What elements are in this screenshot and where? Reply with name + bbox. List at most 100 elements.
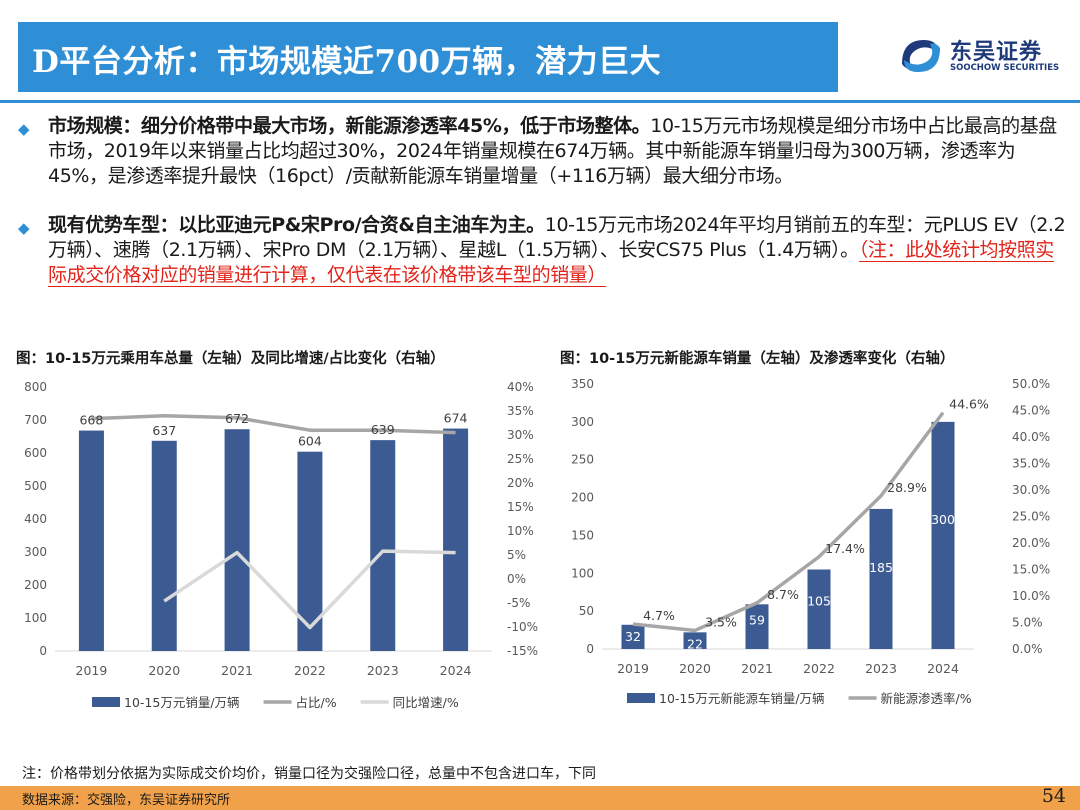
y2-axis-tick-label: 25.0% <box>1012 510 1050 524</box>
bar-data-label: 637 <box>152 423 176 438</box>
bar-data-label: 668 <box>79 413 103 428</box>
bar <box>224 429 250 651</box>
logo-mark-icon <box>902 40 940 72</box>
x-axis-tick-label: 2019 <box>76 663 108 678</box>
y2-axis-tick-label: 5% <box>507 548 526 562</box>
bar-data-label: 105 <box>807 593 831 608</box>
bar-data-label: 22 <box>687 636 703 651</box>
logo-name-cn: 东吴证券 <box>950 40 1043 65</box>
company-logo: 东吴证券 SOOCHOW SECURITIES <box>898 32 1068 80</box>
bullet-top-models: ◆ 现有优势车型：以比亚迪元P&宋Pro/合资&自主油车为主。10-15万元市场… <box>18 213 1068 288</box>
x-axis-tick-label: 2023 <box>865 661 897 676</box>
x-axis-tick-label: 2023 <box>367 663 399 678</box>
y-axis-tick-label: 500 <box>24 479 47 493</box>
legend-label: 同比增速/% <box>393 695 459 710</box>
title-banner <box>18 22 838 92</box>
bar-data-label: 639 <box>371 422 395 437</box>
bullet-body: 10-15万元市场2024年平均月销前五的车型：元PLUS EV（2.2万辆）、… <box>48 214 1066 261</box>
y2-axis-tick-label: 15.0% <box>1012 563 1050 577</box>
x-axis-tick-label: 2019 <box>617 661 649 676</box>
bar <box>621 624 645 649</box>
data-source: 数据来源：交强险，东吴证券研究所 <box>22 793 231 808</box>
x-axis-tick-label: 2020 <box>679 661 711 676</box>
bar <box>931 421 955 649</box>
legend-label: 10-15万元新能源车销量/万辆 <box>659 691 825 706</box>
y2-axis-tick-label: -15% <box>507 644 538 658</box>
y2-axis-tick-label: 20.0% <box>1012 536 1050 550</box>
series-line <box>163 549 456 630</box>
y-axis-tick-label: 200 <box>24 578 47 592</box>
diamond-bullet-icon: ◆ <box>18 219 30 237</box>
y-axis-tick-label: 800 <box>24 380 47 394</box>
legend-label: 占比/% <box>296 695 337 710</box>
bar <box>297 451 323 651</box>
header-divider <box>0 100 1080 103</box>
bullet-text: 现有优势车型：以比亚迪元P&宋Pro/合资&自主油车为主。10-15万元市场20… <box>48 213 1068 288</box>
bar-data-label: 674 <box>444 411 468 426</box>
logo-name-en: SOOCHOW SECURITIES <box>950 63 1060 73</box>
page-title: D平台分析：市场规模近700万辆，潜力巨大 <box>32 44 662 80</box>
bar <box>745 604 769 649</box>
y2-axis-tick-label: 20% <box>507 476 534 490</box>
legend-label: 10-15万元销量/万辆 <box>124 695 240 710</box>
y2-axis-tick-label: 30.0% <box>1012 483 1050 497</box>
bullet-body: 10-15万元市场规模是细分市场中占比最高的基盘市场，2019年以来销量占比均超… <box>48 115 1057 187</box>
y-axis-tick-label: 300 <box>571 415 594 429</box>
y2-axis-tick-label: 10.0% <box>1012 589 1050 603</box>
footer-bar <box>0 786 1080 810</box>
line-data-label: 28.9% <box>887 480 927 495</box>
bar-data-label: 32 <box>625 629 641 644</box>
legend-swatch-bar <box>92 697 120 707</box>
line-data-label: 3.5% <box>705 614 737 629</box>
y-axis-tick-label: 0 <box>39 644 47 658</box>
y-axis-tick-label: 300 <box>24 545 47 559</box>
x-axis-tick-label: 2022 <box>803 661 835 676</box>
y-axis-tick-label: 0 <box>586 642 594 656</box>
legend-label: 新能源渗透率/% <box>881 691 972 706</box>
bar-data-label: 604 <box>298 434 322 449</box>
bar <box>151 440 177 651</box>
y-axis-tick-label: 350 <box>571 377 594 391</box>
bar-data-label: 59 <box>749 612 765 627</box>
line-data-label: 17.4% <box>825 541 865 556</box>
page-number: 54 <box>1041 785 1066 807</box>
y2-axis-tick-label: 15% <box>507 500 534 514</box>
bar <box>78 430 104 651</box>
chart-1-title: 图：10-15万元乘用车总量（左轴）及同比增速/占比变化（右轴） <box>16 351 445 367</box>
bar-data-label: 672 <box>225 411 249 426</box>
y-axis-tick-label: 250 <box>571 453 594 467</box>
chart-2-title: 图：10-15万元新能源车销量（左轴）及渗透率变化（右轴） <box>560 351 955 367</box>
bullet-note: （注：此处统计均按照实际成交价格对应的销量进行计算，仅代表在该价格带该车型的销量… <box>48 239 1054 287</box>
series-line <box>91 414 456 435</box>
bar <box>443 428 469 651</box>
chart-nev-sales: 350 300 250 200 150 100 50 0 50.0% 45.0% 40.0% 35.0… <box>571 377 1050 706</box>
y-axis-tick-label: 50 <box>579 604 594 618</box>
x-axis-tick-label: 2020 <box>148 663 180 678</box>
y2-axis-tick-label: 0% <box>507 572 526 586</box>
bullet-heading: 现有优势车型：以比亚迪元P&宋Pro/合资&自主油车为主。 <box>48 214 545 236</box>
line-data-label: 4.7% <box>643 608 675 623</box>
bar-data-label: 300 <box>931 512 955 527</box>
y2-axis-tick-label: 40% <box>507 380 534 394</box>
x-axis-tick-label: 2021 <box>221 663 253 678</box>
legend-swatch-bar <box>627 693 655 703</box>
x-axis-tick-label: 2024 <box>440 663 472 678</box>
y-axis-tick-label: 100 <box>24 611 47 625</box>
y2-axis-tick-label: 30% <box>507 428 534 442</box>
bar <box>807 569 831 649</box>
bullet-text: 市场规模：细分价格带中最大市场，新能源渗透率45%，低于市场整体。10-15万元… <box>48 114 1068 189</box>
bullet-heading: 市场规模：细分价格带中最大市场，新能源渗透率45%，低于市场整体。 <box>48 115 651 137</box>
y2-axis-tick-label: 5.0% <box>1012 616 1043 630</box>
bar-data-label: 185 <box>869 560 893 575</box>
y-axis-tick-label: 400 <box>24 512 47 526</box>
y-axis-tick-label: 700 <box>24 413 47 427</box>
bar <box>683 632 707 649</box>
line-data-label: 8.7% <box>767 587 799 602</box>
bar <box>370 440 396 651</box>
line-data-label: 44.6% <box>949 397 989 412</box>
y-axis-tick-label: 600 <box>24 446 47 460</box>
x-axis-tick-label: 2022 <box>294 663 326 678</box>
y2-axis-tick-label: 25% <box>507 452 534 466</box>
y2-axis-tick-label: 0.0% <box>1012 642 1043 656</box>
y2-axis-tick-label: 50.0% <box>1012 377 1050 391</box>
